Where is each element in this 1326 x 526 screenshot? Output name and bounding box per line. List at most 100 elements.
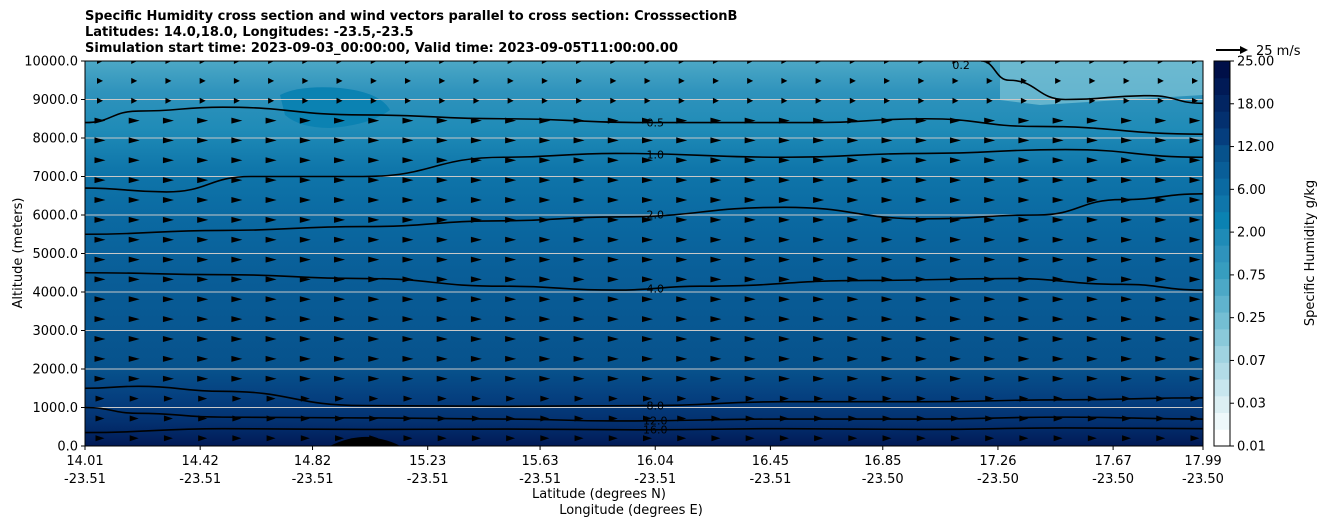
wind-vector (986, 77, 993, 84)
wind-vector (1019, 395, 1029, 402)
wind-vector (747, 61, 754, 64)
wind-vector (131, 61, 138, 64)
wind-vector (334, 375, 346, 382)
wind-vector (507, 61, 514, 64)
wind-vector (232, 435, 242, 442)
wind-vector (1053, 415, 1063, 422)
wind-vector (95, 415, 105, 422)
wind-vector (573, 276, 585, 283)
chart-title: Specific Humidity cross section and wind… (85, 9, 737, 57)
wind-vector (847, 336, 859, 343)
colorbar-segment (1214, 111, 1230, 129)
wind-vector (881, 355, 893, 362)
wind-vector (402, 157, 414, 164)
colorbar-label: Specific Humidity g/kg (1303, 180, 1318, 326)
wind-vector (1018, 256, 1030, 263)
wind-vector (744, 197, 756, 204)
wind-vector (1192, 97, 1198, 104)
wind-vector (539, 236, 551, 243)
wind-vector (437, 435, 447, 442)
wind-vector (881, 375, 893, 382)
wind-vector (747, 77, 754, 84)
wind-vector (368, 316, 380, 323)
wind-vector (847, 316, 859, 323)
wind-vector (94, 216, 106, 223)
wind-vector (710, 157, 722, 164)
wind-vector (984, 157, 996, 164)
wind-vector (1086, 336, 1098, 343)
wind-vector (949, 336, 961, 343)
colorbar: 0.01 0.03 0.07 0.25 0.75 2.00 6.00 12.00 18.00 25… (1213, 55, 1274, 455)
wind-vector (1121, 157, 1133, 164)
wind-vector (573, 177, 585, 184)
wind-vector (1155, 177, 1167, 184)
contour-label: 0.2 (952, 59, 970, 72)
wind-vector (95, 435, 105, 442)
wind-vector (745, 435, 755, 442)
wind-vector (813, 157, 825, 164)
wind-vector (402, 117, 414, 124)
wind-vector (162, 256, 174, 263)
wind-vector (678, 97, 685, 104)
wind-vector (470, 117, 482, 124)
colorbar-segment (1214, 245, 1230, 263)
wind-vector (334, 276, 346, 283)
wind-vector (607, 355, 619, 362)
wind-vector (368, 375, 380, 382)
wind-vector (162, 117, 174, 124)
wind-vector (265, 316, 277, 323)
wind-vector (162, 197, 174, 204)
wind-vector (265, 197, 277, 204)
wind-vector (197, 216, 209, 223)
title-line-2: Latitudes: 14.0,18.0, Longitudes: -23.5,… (85, 25, 414, 40)
wind-vector (505, 197, 517, 204)
wind-vector (129, 435, 139, 442)
colorbar-segment (1214, 395, 1230, 414)
wind-vector (677, 395, 687, 402)
contour-label: 0.5 (646, 117, 664, 130)
wind-vector (642, 137, 653, 144)
wind-vector (778, 216, 790, 223)
wind-vector (1055, 77, 1062, 84)
wind-vector (1155, 375, 1167, 382)
colorbar-tick-label: 0.01 (1237, 440, 1266, 455)
colorbar-segment (1214, 178, 1230, 196)
wind-vector (813, 117, 825, 124)
wind-vector (710, 197, 722, 204)
wind-vector (129, 415, 139, 422)
wind-vector (131, 77, 138, 84)
wind-vector (813, 316, 825, 323)
wind-vector (436, 276, 448, 283)
contour-line (85, 193, 1203, 236)
wind-vector (984, 336, 996, 343)
colorbar-frame (1213, 60, 1231, 447)
x-axis-label-lon: Longitude (degrees E) (559, 503, 703, 518)
wind-vector (128, 197, 140, 204)
wind-vector (1155, 256, 1167, 263)
wind-vector (470, 296, 482, 303)
x-tick-label-lon: -23.51 (634, 472, 676, 487)
wind-vector (573, 117, 585, 124)
wind-vector (1052, 236, 1064, 243)
wind-vector (334, 336, 346, 343)
wind-vector (710, 177, 722, 184)
wind-vector (984, 296, 996, 303)
wind-vector (1086, 375, 1098, 382)
wind-vector (335, 435, 345, 442)
wind-vector (1053, 395, 1063, 402)
wind-vector (984, 355, 996, 362)
wind-vector (1020, 97, 1027, 104)
x-tick-label-lon: -23.50 (1092, 472, 1134, 487)
wind-vector (1157, 77, 1164, 84)
wind-vector (676, 276, 688, 283)
wind-vector (299, 375, 311, 382)
wind-vector (266, 435, 276, 442)
wind-vector (949, 216, 961, 223)
wind-vector (847, 137, 859, 144)
wind-vector (710, 355, 722, 362)
wind-vector (299, 355, 311, 362)
wind-vector (916, 435, 926, 442)
wind-vector (1019, 435, 1029, 442)
y-axis: 0.0 1000.0 2000.0 3000.0 4000.0 5000.0 6000.0 7… (24, 55, 85, 455)
wind-vector (1121, 197, 1133, 204)
